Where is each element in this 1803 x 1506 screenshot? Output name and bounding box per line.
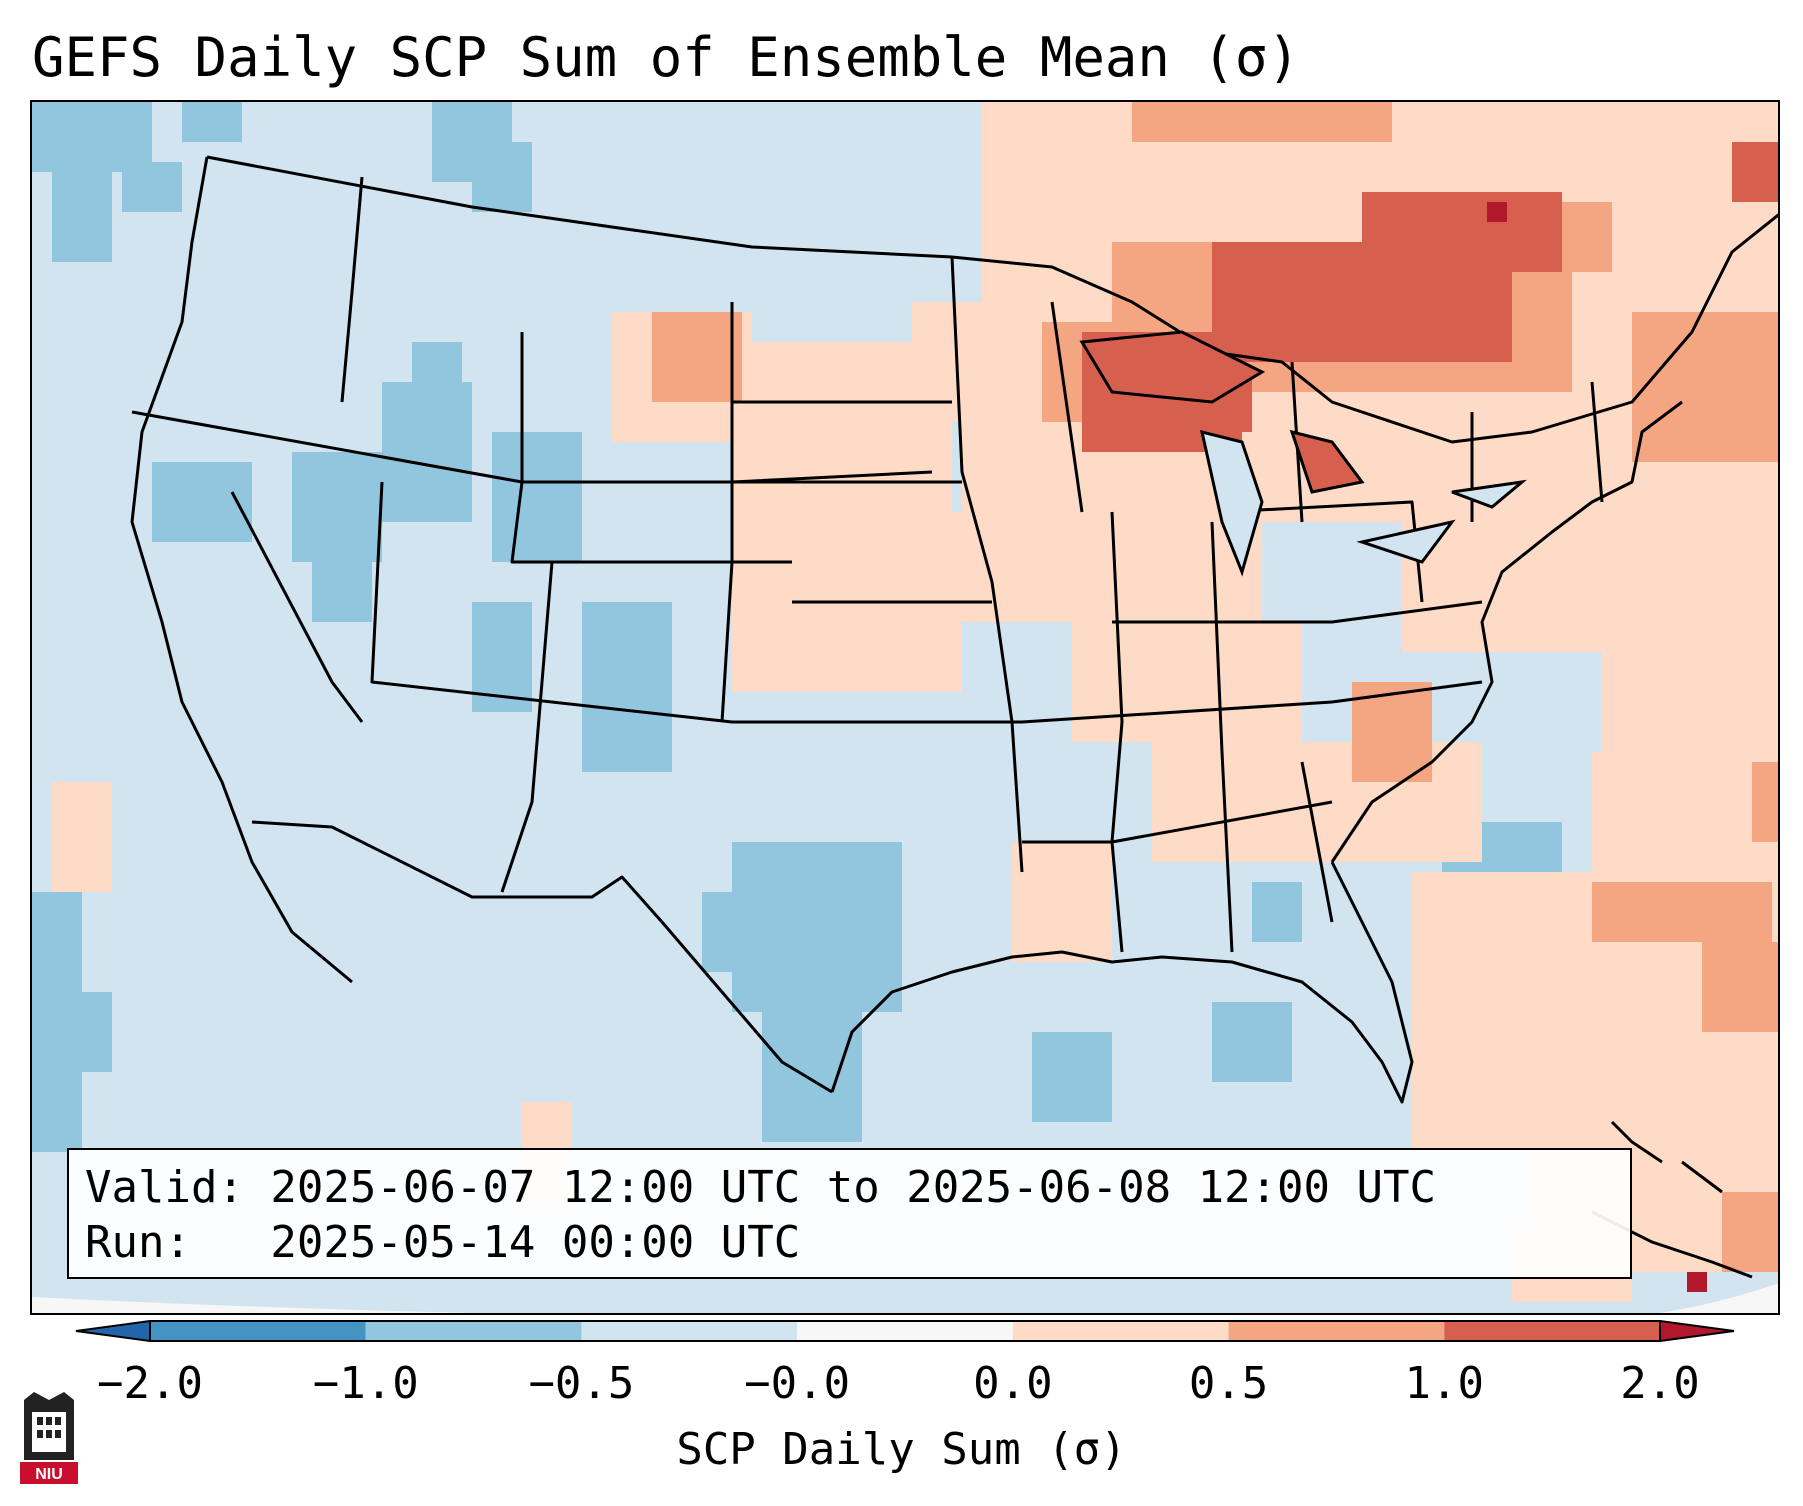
colorbar-bin — [1012, 1321, 1229, 1341]
colorbar-tick-label: −1.0 — [312, 1358, 419, 1409]
colorbar-tick-label: −2.0 — [97, 1358, 203, 1409]
run-time-text: Run: 2025-05-14 00:00 UTC — [85, 1217, 801, 1268]
colorbar-tick-label: −0.0 — [744, 1358, 851, 1409]
negative-anomaly-patches — [32, 102, 1562, 1152]
great-lakes — [1079, 330, 1528, 577]
boundary-lines — [130, 155, 1778, 1104]
niu-logo: NIU — [20, 1392, 78, 1484]
valid-run-info-box: Valid: 2025-06-07 12:00 UTC to 2025-06-0… — [67, 1148, 1632, 1279]
colorbar-tick-label: 1.0 — [1404, 1358, 1485, 1409]
colorbar-extend-low — [75, 1320, 151, 1342]
chart-title: GEFS Daily SCP Sum of Ensemble Mean (σ) — [32, 26, 1300, 89]
colorbar-label: SCP Daily Sum (σ) — [676, 1424, 1127, 1475]
svg-text:NIU: NIU — [35, 1466, 63, 1483]
colorbar-tick-label: 0.0 — [973, 1358, 1053, 1409]
colorbar-extend-high — [1659, 1320, 1735, 1342]
colorbar-bin — [150, 1321, 366, 1341]
colorbar-tick-label: −0.5 — [528, 1358, 635, 1409]
map-panel — [30, 100, 1780, 1315]
colorbar-frame — [149, 1320, 1661, 1342]
strong-positive-patches — [1082, 142, 1778, 452]
colorbar-bin — [1444, 1321, 1660, 1341]
colorbar-bin — [365, 1321, 582, 1341]
colorbar-tick-label: 0.5 — [1188, 1358, 1269, 1409]
projection-edge — [32, 1297, 475, 1313]
valid-time-text: Valid: 2025-06-07 12:00 UTC to 2025-06-0… — [85, 1162, 1437, 1213]
projection-edge-right — [1659, 1283, 1778, 1313]
map-canvas — [32, 102, 1778, 1313]
colorbar — [75, 1320, 1735, 1342]
colorbar-bin — [1228, 1321, 1445, 1341]
colorbar-bin — [581, 1321, 798, 1341]
colorbar-bin — [797, 1321, 1013, 1341]
colorbar-tick-label: 2.0 — [1620, 1358, 1700, 1409]
